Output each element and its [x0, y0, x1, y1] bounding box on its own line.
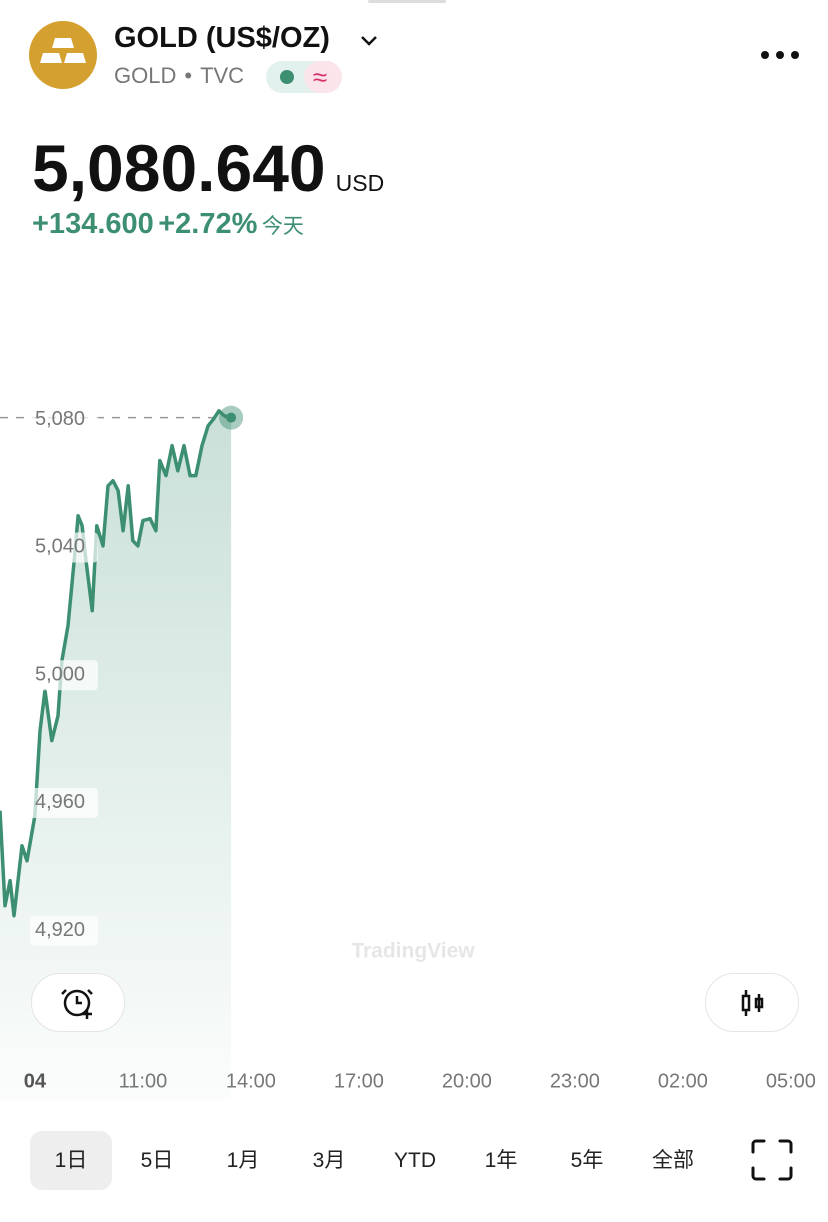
symbol: GOLD [114, 63, 177, 88]
y-tick-label: 4,920 [35, 919, 85, 941]
change-row: +134.600 +2.72% 今天 [32, 208, 304, 241]
fullscreen-icon[interactable] [750, 1138, 794, 1182]
chart: TradingView 4,920 4,960 5,000 5,040 5,080 04 1… [0, 404, 816, 1100]
range-tab[interactable]: 5日 [140, 1149, 174, 1172]
alert-icon [61, 989, 93, 1019]
grabber [368, 0, 446, 3]
header-graphics: ≈ [29, 0, 799, 93]
range-tab[interactable]: YTD [394, 1149, 436, 1172]
y-tick-bg [30, 532, 98, 563]
candle-icon [741, 990, 764, 1016]
y-tick-label: 5,080 [35, 408, 85, 430]
period: 今天 [261, 215, 304, 238]
range-tab[interactable]: 1年 [484, 1149, 518, 1172]
dropdown-icon[interactable] [361, 36, 377, 46]
change-percent: +2.72% [158, 208, 258, 240]
change: +134.600 [32, 208, 154, 240]
x-tick-label: 20:00 [442, 1070, 492, 1092]
x-tick-label: 23:00 [550, 1070, 600, 1092]
delay-icon: ≈ [313, 62, 327, 92]
range-tab[interactable]: 1日 [30, 1131, 112, 1190]
range-tab[interactable]: 全部 [652, 1149, 694, 1172]
market-dot [280, 70, 294, 84]
exchange: TVC [200, 63, 245, 88]
y-tick-bg [30, 787, 98, 818]
last-point [226, 412, 237, 423]
status-pill-right [304, 61, 342, 93]
range-tab[interactable]: 3月 [312, 1149, 346, 1172]
price-row: 5,080.640 USD [32, 130, 384, 206]
title[interactable]: GOLD (US$/OZ) [114, 22, 330, 54]
range-tab[interactable]: 5年 [570, 1149, 604, 1172]
y-tick-bg [30, 404, 98, 435]
y-tick-bg [30, 915, 98, 946]
x-tick-label: 05:00 [766, 1070, 816, 1092]
y-tick-bg [30, 660, 98, 691]
price-line [0, 409, 232, 918]
currency: USD [335, 170, 385, 196]
range-tab[interactable]: 1月 [226, 1149, 260, 1172]
x-tick-label: 04 [24, 1070, 47, 1092]
price: 5,080.640 [32, 131, 326, 205]
logo-bars [40, 38, 86, 63]
x-tick-label: 02:00 [658, 1070, 708, 1092]
subtitle: GOLD • TVC [114, 63, 245, 88]
x-tick-label: 17:00 [334, 1070, 384, 1092]
x-tick-label: 14:00 [226, 1070, 276, 1092]
chart-type-button[interactable] [705, 973, 799, 1032]
x-tick-label: 11:00 [119, 1070, 168, 1092]
y-tick-label: 4,960 [35, 791, 85, 813]
watermark: TradingView [351, 940, 475, 963]
alert-button[interactable] [31, 973, 125, 1032]
logo [29, 21, 97, 89]
y-tick-label: 5,040 [35, 536, 85, 558]
more-menu[interactable] [761, 51, 799, 59]
y-tick-label: 5,000 [35, 663, 85, 685]
